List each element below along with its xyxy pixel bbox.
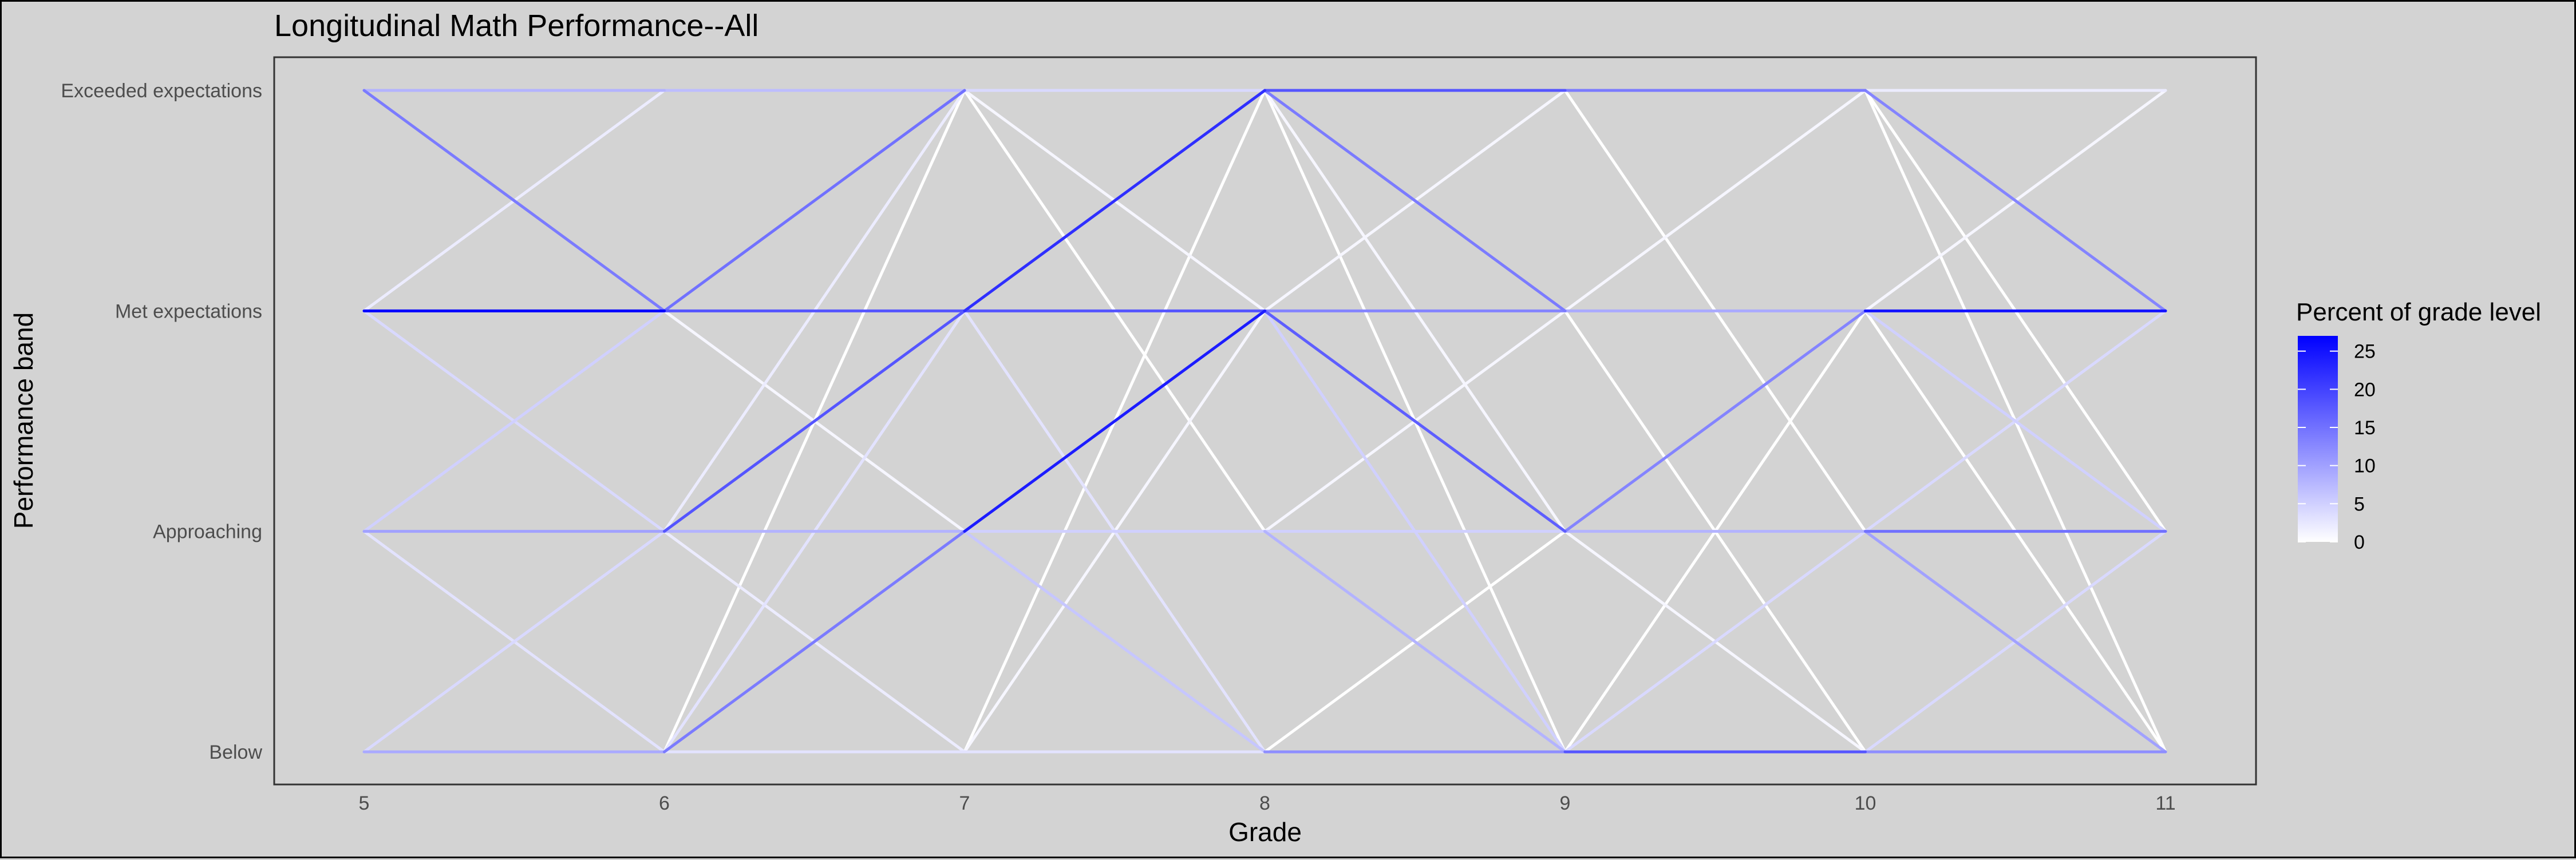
transition-line-grade-7-approaching-to-below: [963, 530, 1266, 754]
y-tick-label: Exceeded expectations: [61, 80, 262, 102]
transition-line-grade-7-met-expectations-to-exceeded-expectations: [963, 89, 1266, 312]
transition-line-grade-9-met-expectations-to-exceeded-expectations: [1563, 89, 1867, 312]
transition-line-grade-5-below-to-approaching: [362, 530, 666, 754]
transition-line-grade-6-below-to-approaching: [663, 530, 966, 754]
legend-title: Percent of grade level: [2296, 298, 2541, 326]
transition-line-grade-5-approaching-to-met-expectations: [362, 309, 666, 533]
transition-line-grade-10-met-expectations-to-approaching: [1864, 309, 2167, 533]
legend-tick-label: 25: [2354, 341, 2376, 363]
legend-tick-label: 15: [2354, 417, 2376, 439]
x-tick-label: 7: [959, 792, 970, 814]
transition-line-grade-9-approaching-to-met-expectations: [1563, 309, 1867, 533]
y-axis-title: Performance band: [9, 312, 38, 529]
transition-line-grade-6-met-expectations-to-exceeded-expectations: [663, 89, 966, 312]
x-tick-label: 10: [1855, 792, 1876, 814]
transition-line-grade-9-below-to-approaching: [1563, 530, 1867, 754]
x-tick-label: 8: [1259, 792, 1270, 814]
x-axis-tick-labels: 5 6 7 8 9 10 11: [359, 792, 2176, 814]
legend-tick-label: 5: [2354, 493, 2365, 515]
transition-lines: [362, 89, 2167, 754]
x-tick-label: 11: [2155, 792, 2175, 814]
x-axis-title: Grade: [1228, 817, 1302, 847]
transition-line-grade-6-approaching-to-met-expectations: [663, 309, 966, 533]
legend-tick-label: 10: [2354, 455, 2376, 477]
legend-tick-label: 0: [2354, 532, 2365, 553]
y-tick-label: Met expectations: [115, 300, 262, 322]
transition-line-grade-7-approaching-to-met-expectations: [963, 309, 1266, 533]
y-axis-tick-labels: Below Approaching Met expectations Exceeded…: [61, 80, 262, 763]
transition-line-grade-10-approaching-to-below: [1864, 530, 2167, 754]
transition-line-grade-8-approaching-to-below: [1263, 530, 1567, 754]
x-tick-label: 9: [1560, 792, 1571, 814]
legend: Percent of grade level 0 5 10 15 20 25: [2296, 298, 2541, 553]
plot-panel: [273, 56, 2257, 786]
legend-colorbar: [2298, 336, 2338, 542]
chart-title: Longitudinal Math Performance--All: [274, 9, 758, 43]
legend-tick-label: 20: [2354, 379, 2376, 401]
x-tick-label: 6: [659, 792, 670, 814]
transition-line-grade-8-met-expectations-to-approaching: [1263, 309, 1567, 533]
transition-line-grade-8-exceeded-expectations-to-met-expectations: [1263, 89, 1567, 312]
transition-line-grade-10-exceeded-expectations-to-met-expectations: [1864, 89, 2167, 312]
legend-ticks: 0 5 10 15 20 25: [2298, 341, 2376, 553]
y-tick-label: Below: [209, 742, 262, 763]
x-tick-label: 5: [359, 792, 370, 814]
transition-line-grade-5-exceeded-expectations-to-met-expectations: [362, 89, 666, 312]
y-tick-label: Approaching: [153, 521, 262, 543]
